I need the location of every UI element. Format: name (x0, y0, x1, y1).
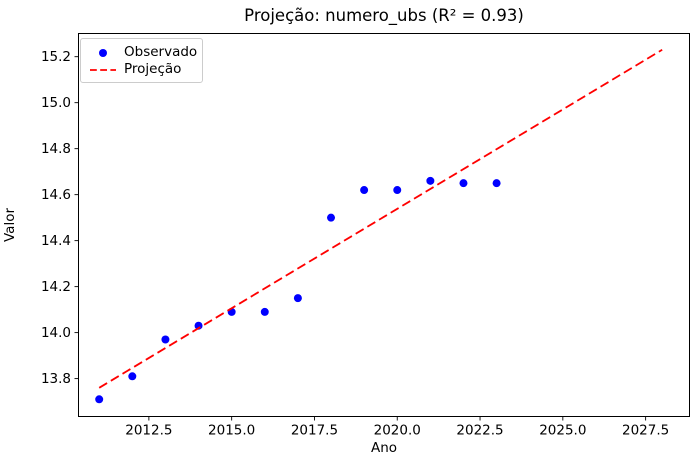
scatter-point (360, 186, 369, 195)
y-tick-label: 14.2 (41, 279, 71, 295)
x-tick-label: 2020.0 (374, 423, 421, 439)
y-tick-label: 15.2 (41, 49, 71, 65)
chart-title: Projeção: numero_ubs (R² = 0.93) (244, 6, 524, 25)
x-tick-label: 2017.5 (291, 423, 338, 439)
scatter-point (95, 395, 104, 404)
legend-item-observado: Observado (89, 44, 198, 61)
x-tick-label: 2022.5 (456, 423, 503, 439)
scatter-point (492, 179, 501, 188)
y-tick-label: 14.4 (41, 233, 71, 249)
legend-label-observado: Observado (124, 44, 198, 60)
legend-handle (89, 48, 117, 57)
x-tick-label: 2025.0 (539, 423, 586, 439)
scatter-point (327, 213, 336, 222)
y-tick-label: 14.0 (41, 325, 71, 341)
scatter-point (293, 294, 302, 303)
scatter-point (426, 176, 435, 185)
scatter-point (459, 179, 468, 188)
legend-handle (89, 68, 117, 72)
x-axis-label: Ano (370, 440, 398, 456)
y-tick-label: 15.0 (41, 95, 71, 111)
legend-item-projecao: Projeção (89, 61, 196, 78)
x-tick-label: 2012.5 (125, 423, 172, 439)
projection-line (98, 49, 663, 389)
y-tick-label: 13.8 (41, 371, 71, 387)
y-tick-label: 14.8 (41, 141, 71, 157)
x-tick-label: 2027.5 (622, 423, 669, 439)
projecao-line-icon (90, 68, 116, 71)
scatter-point (393, 186, 402, 195)
observado-marker-icon (99, 48, 107, 57)
scatter-point (128, 372, 137, 381)
scatter-point (161, 335, 170, 344)
plot-border (78, 33, 690, 417)
legend: Observado Projeção (80, 38, 203, 83)
y-tick-label: 14.6 (41, 187, 71, 203)
x-tick-label: 2015.0 (208, 423, 255, 439)
legend-label-projecao: Projeção (124, 61, 182, 77)
scatter-point (260, 307, 269, 316)
y-axis-label: Valor (2, 207, 18, 243)
